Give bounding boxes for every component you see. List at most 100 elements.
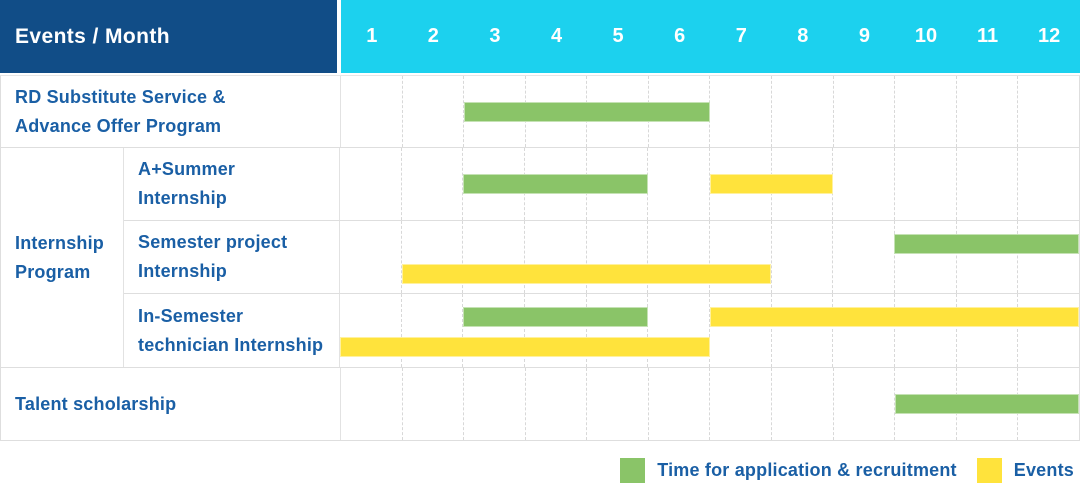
group-label-cell: Internship Program: [1, 148, 124, 367]
row-label-cell: Semester project Internship: [124, 221, 340, 293]
grid-cell: [647, 148, 709, 220]
month-label: 11: [976, 25, 999, 47]
grid-cell: [832, 221, 894, 293]
table-title: Events / Month: [15, 24, 170, 48]
grid-cell: [709, 221, 771, 293]
green-swatch-icon: [620, 457, 646, 483]
gantt-bar-green: [463, 307, 648, 327]
grid-cell: [585, 221, 648, 293]
row-a-summer-internship: A+Summer Internship: [124, 148, 1079, 221]
grid-cell: [955, 76, 1018, 147]
row-label-cell: Talent scholarship: [1, 368, 341, 440]
grid-cell: [1017, 76, 1079, 147]
grid-cell: [955, 221, 1018, 293]
grid-cell: [771, 368, 833, 440]
row-talent-scholarship: Talent scholarship: [1, 368, 1079, 440]
grid-cell: [1017, 148, 1079, 220]
grid-cell: [770, 221, 833, 293]
gantt-bar-green: [463, 174, 648, 194]
grid-cell: [709, 368, 771, 440]
gantt-bar-green: [464, 102, 710, 122]
grid-cell: [400, 221, 463, 293]
legend-label: Time for application & recruitment: [657, 459, 957, 480]
grid-cell: [894, 76, 956, 147]
month-label: 3: [489, 25, 501, 47]
legend-item-events: Events: [976, 457, 1074, 483]
row-label-cell: A+Summer Internship: [124, 148, 340, 220]
grid-cell: [586, 368, 648, 440]
grid-cell: [894, 148, 956, 220]
group-rows: A+Summer Internship Semester project Int…: [124, 148, 1079, 367]
gantt-track: [340, 221, 1079, 293]
gantt-bar-yellow: [709, 174, 833, 194]
gantt-track: [341, 368, 1079, 440]
month-label: 8: [797, 25, 809, 47]
row-label: Semester project Internship: [138, 232, 288, 281]
grid-cell: [832, 294, 894, 367]
grid-cell: [709, 76, 771, 147]
legend-item-application-recruitment: Time for application & recruitment: [620, 457, 957, 483]
grid-cell: [462, 148, 524, 220]
row-in-semester-technician-internship: In-Semester technician Internship: [124, 294, 1079, 367]
group-label: Internship Program: [15, 232, 105, 282]
month-label: 10: [914, 25, 938, 47]
grid-cell: [401, 76, 464, 147]
gantt-bar-yellow: [709, 307, 1079, 327]
grid-cell: [340, 221, 401, 293]
table-body: RD Substitute Service & Advance Offer Pr…: [0, 75, 1080, 441]
gantt-track: [340, 294, 1079, 367]
grid-cell: [832, 148, 894, 220]
grid-cell: [647, 368, 710, 440]
group-internship-program: Internship Program A+Summer Internship S…: [1, 148, 1079, 368]
grid-cell: [832, 368, 895, 440]
gantt-bar-green: [894, 234, 1079, 254]
row-rd-substitute-service: RD Substitute Service & Advance Offer Pr…: [1, 76, 1079, 148]
row-label: RD Substitute Service & Advance Offer Pr…: [15, 86, 226, 136]
gantt-bar-green: [894, 394, 1079, 414]
grid-cell: [463, 76, 525, 147]
grid-cell: [832, 76, 895, 147]
grid-cell: [340, 148, 401, 220]
gantt-track: [341, 76, 1079, 147]
events-month-header-cell: Events / Month: [0, 0, 337, 73]
grid-cell: [341, 76, 402, 147]
month-label: 1: [366, 25, 378, 47]
month-label: 4: [550, 25, 563, 47]
month-label: 5: [612, 25, 624, 47]
yellow-swatch-icon: [976, 457, 1002, 483]
grid-cell: [524, 221, 586, 293]
month-label: 2: [427, 25, 439, 47]
grid-cell: [1017, 294, 1079, 367]
month-label: 6: [674, 25, 686, 47]
gantt-track: [340, 148, 1079, 220]
grid-cell: [585, 294, 648, 367]
row-label-cell: RD Substitute Service & Advance Offer Pr…: [1, 76, 341, 147]
grid-cell: [524, 294, 586, 367]
grid-cell: [341, 368, 402, 440]
grid-cell: [401, 368, 464, 440]
gantt-bar-yellow: [340, 337, 710, 357]
row-semester-project-internship: Semester project Internship: [124, 221, 1079, 294]
row-label: Talent scholarship: [15, 393, 177, 414]
grid-cell: [770, 294, 833, 367]
legend: Time for application & recruitment Event…: [0, 441, 1080, 493]
month-header-row: 1 2 3 4 5 6 7 8 9 10 11 12: [341, 0, 1080, 73]
grid-cell: [955, 294, 1018, 367]
grid-cell: [894, 221, 956, 293]
legend-label: Events: [1013, 459, 1074, 480]
row-label: A+Summer Internship: [138, 159, 236, 208]
grid-cell: [462, 294, 524, 367]
grid-cell: [1017, 221, 1079, 293]
month-label: 9: [858, 25, 870, 47]
grid-cell: [647, 294, 709, 367]
grid-cell: [463, 368, 525, 440]
grid-cell: [400, 148, 463, 220]
row-label-cell: In-Semester technician Internship: [124, 294, 340, 367]
grid-cell: [771, 76, 833, 147]
grid-cell: [524, 368, 587, 440]
row-label: In-Semester technician Internship: [138, 305, 324, 355]
grid-cell: [894, 294, 956, 367]
grid-cell: [955, 148, 1018, 220]
grid-cell: [709, 294, 771, 367]
